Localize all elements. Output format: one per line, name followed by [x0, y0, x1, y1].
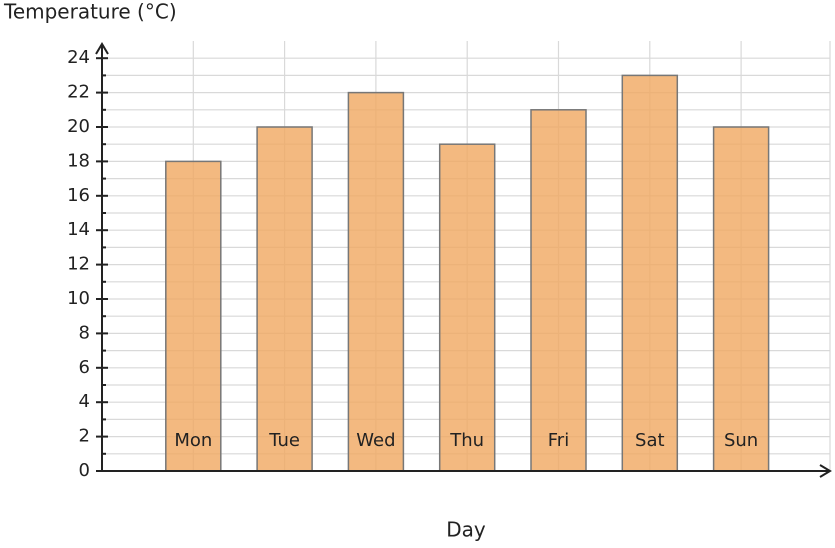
- x-tick-label: Wed: [356, 430, 395, 451]
- y-tick-label: 24: [67, 47, 90, 68]
- x-tick-label: Tue: [268, 430, 300, 451]
- y-axis-label: Temperature (°C): [3, 0, 177, 24]
- y-tick-label: 18: [67, 150, 90, 171]
- y-tick-label: 12: [67, 254, 90, 275]
- x-tick-label: Fri: [548, 430, 569, 451]
- x-tick-label: Mon: [174, 430, 212, 451]
- y-axis-arrow: [95, 42, 109, 55]
- bar: [347, 91, 405, 472]
- y-tick-label: 4: [79, 391, 90, 412]
- x-axis-label: Day: [446, 518, 486, 542]
- y-tick-label: 2: [79, 426, 90, 447]
- bar: [621, 74, 679, 472]
- y-tick-label: 6: [79, 357, 90, 378]
- bar: [256, 126, 313, 472]
- x-axis-arrow: [819, 464, 832, 478]
- y-tick-label: 16: [67, 185, 90, 206]
- x-tick-label: Sat: [635, 430, 665, 451]
- x-tick-label: Thu: [449, 430, 484, 451]
- bar: [165, 160, 222, 472]
- bar: [438, 143, 496, 472]
- y-tick-label: 0: [79, 460, 90, 481]
- bar: [712, 126, 770, 472]
- x-tick-label: Sun: [724, 430, 758, 451]
- bar: [530, 109, 587, 472]
- y-tick-label: 10: [67, 288, 90, 309]
- y-tick-label: 22: [67, 82, 90, 103]
- y-tick-label: 14: [67, 219, 90, 240]
- y-tick-label: 8: [79, 322, 90, 343]
- y-tick-label: 20: [67, 116, 90, 137]
